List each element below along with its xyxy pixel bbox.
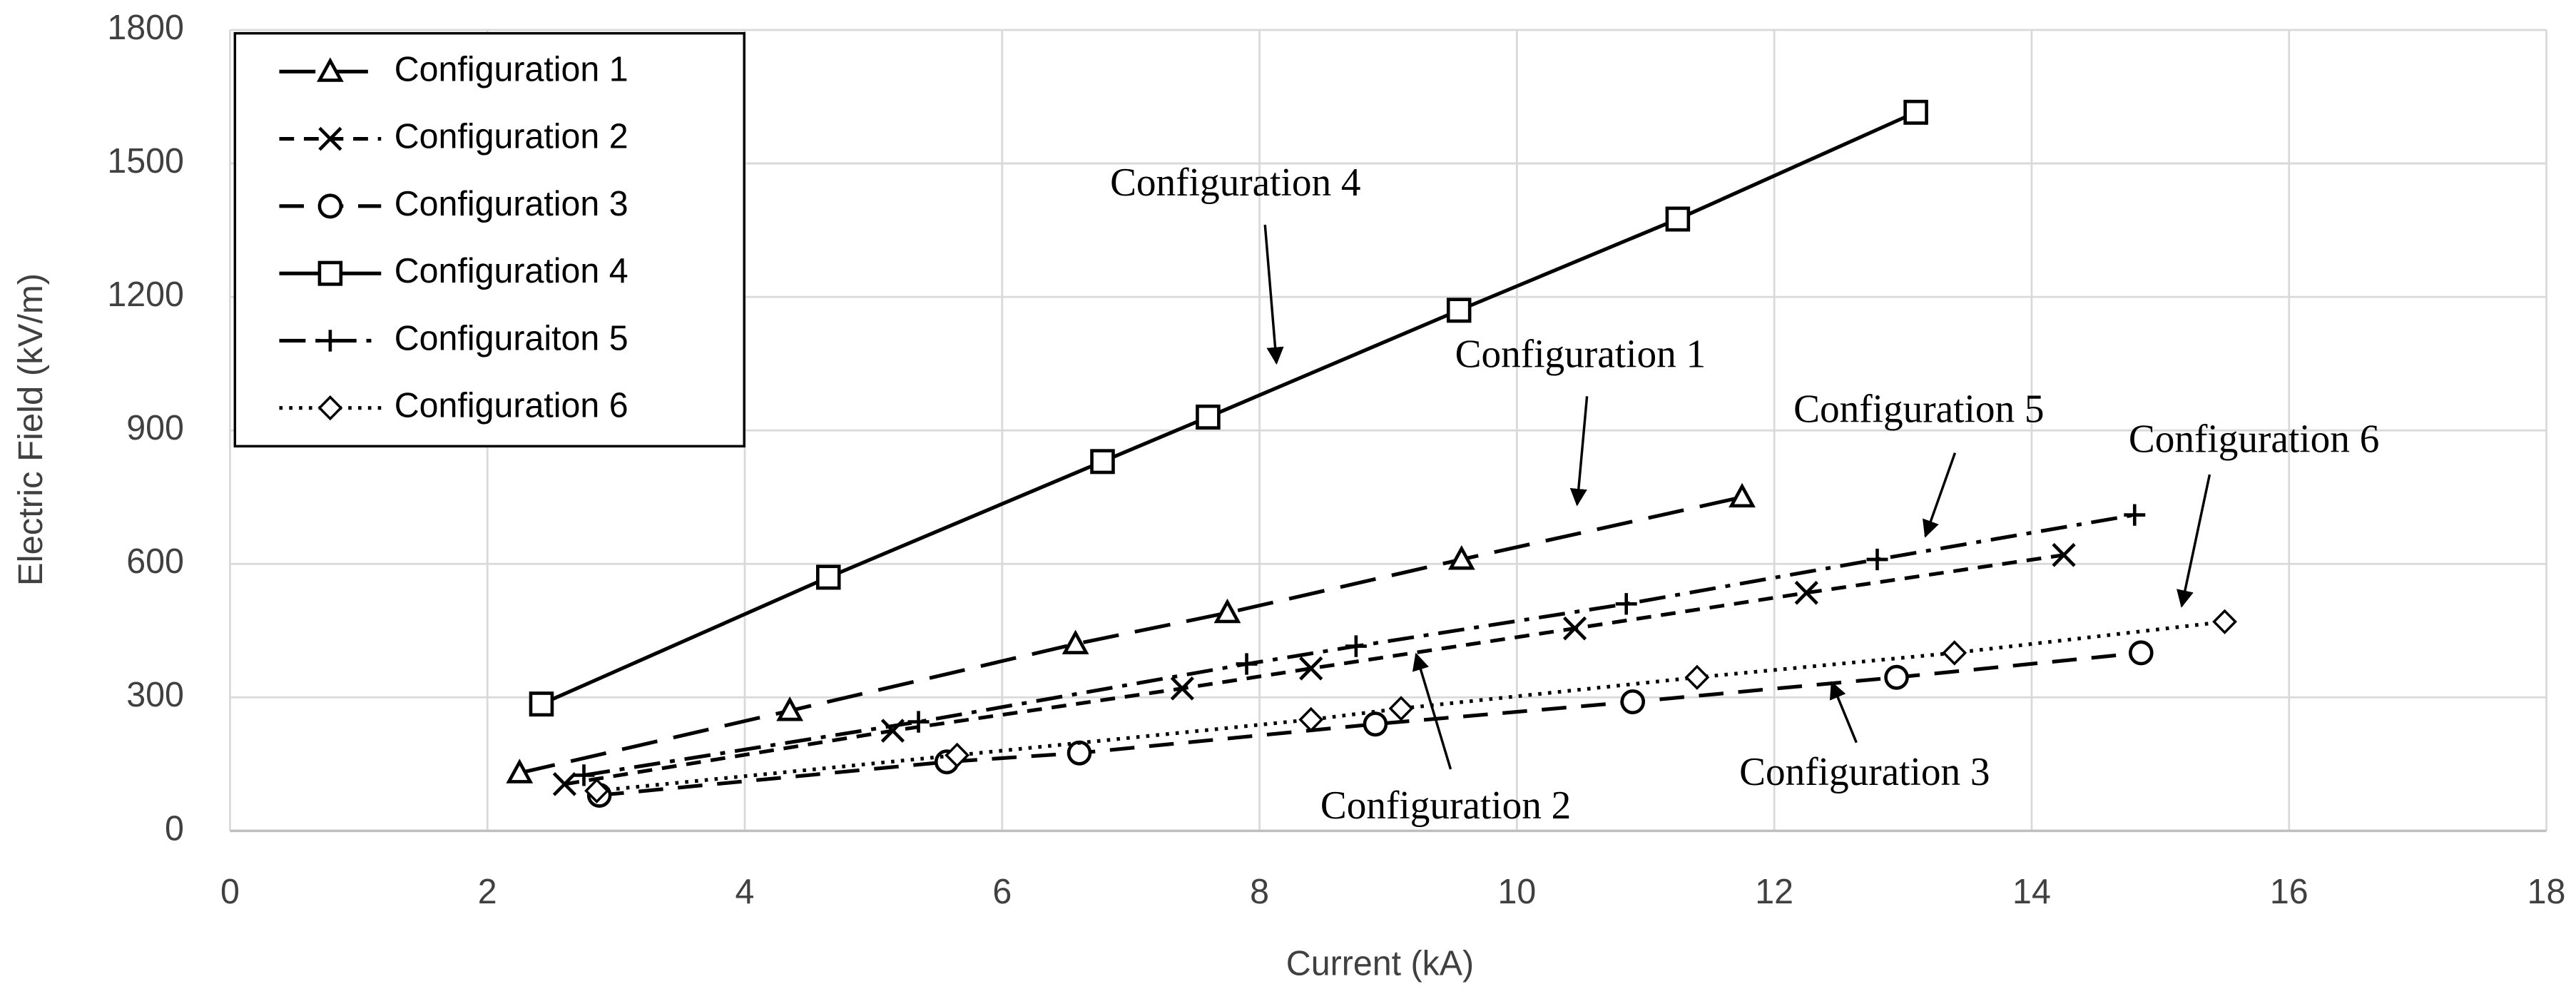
annotation: Configuration 3 [1739, 750, 1990, 794]
marker [317, 395, 343, 421]
marker [529, 691, 554, 717]
legend-label: Configuration 6 [394, 386, 628, 425]
marker [1665, 206, 1691, 232]
marker [2129, 640, 2154, 666]
legend-label: Configuration 3 [394, 185, 628, 223]
legend-label: Configuration 4 [394, 252, 628, 290]
marker [815, 564, 841, 590]
marker [1090, 449, 1115, 475]
x-tick-label: 18 [2527, 873, 2566, 911]
marker [1684, 664, 1710, 690]
legend-label: Configuraiton 5 [394, 319, 628, 357]
annotation-arrow [1923, 452, 1957, 538]
marker [573, 764, 595, 786]
marker [1345, 635, 1367, 657]
x-tick-label: 4 [735, 873, 755, 911]
marker [317, 57, 344, 82]
annotation-arrow [2177, 474, 2211, 608]
legend-label: Configuration 2 [394, 117, 628, 156]
legend-label: Configuration 1 [394, 50, 628, 88]
marker [2124, 504, 2146, 526]
plot [506, 99, 2237, 808]
legend: Configuration 1 Configuration 2 Configurat… [233, 31, 745, 448]
annotation: Configuration 2 [1320, 784, 1571, 828]
annotation: Configuration 5 [1793, 387, 2044, 431]
marker [776, 696, 804, 721]
y-tick-label: 600 [126, 542, 184, 581]
x-tick-label: 8 [1250, 873, 1269, 911]
x-tick-label: 0 [220, 873, 240, 911]
marker [1794, 580, 1818, 605]
marker [506, 759, 534, 784]
x-tick-label: 12 [1755, 873, 1793, 911]
marker [317, 193, 343, 219]
annotation-arrow [1412, 652, 1452, 770]
marker [1615, 593, 1637, 615]
x-axis-label: Current (kA) [1286, 944, 1474, 983]
marker [1196, 404, 1221, 430]
x-tick-label: 10 [1497, 873, 1536, 911]
marker [318, 126, 342, 151]
marker [1299, 656, 1323, 681]
marker [1213, 598, 1241, 624]
marker [1447, 545, 1475, 570]
marker [1866, 548, 1888, 571]
marker [552, 772, 577, 796]
legend-box [233, 31, 745, 448]
annotation-arrow [1569, 396, 1589, 507]
marker [1363, 711, 1388, 737]
annotation: Configuration 6 [2129, 417, 2379, 461]
y-tick-label: 1500 [107, 142, 184, 181]
y-tick-label: 300 [126, 676, 184, 714]
marker [1170, 676, 1194, 701]
y-tick-label: 1200 [107, 275, 184, 314]
marker [1062, 629, 1089, 654]
x-tick-label: 6 [992, 873, 1012, 911]
marker [319, 330, 341, 352]
marker [1729, 482, 1756, 508]
y-tick-label: 0 [165, 809, 184, 848]
y-tick-label: 1800 [107, 9, 184, 47]
marker [1903, 99, 1928, 125]
marker [2052, 542, 2076, 567]
marker [1942, 640, 1967, 666]
marker [1884, 664, 1909, 690]
marker [1066, 740, 1092, 766]
y-tick-label: 900 [126, 409, 184, 447]
marker [2212, 609, 2237, 634]
marker [1236, 653, 1258, 675]
marker [1298, 706, 1324, 733]
annotation-arrow [1263, 224, 1284, 365]
marker [1388, 696, 1414, 721]
annotation: Configuration 1 [1455, 332, 1706, 376]
annotation: Configuration 4 [1110, 161, 1360, 205]
marker [1620, 689, 1646, 715]
marker [584, 778, 609, 803]
x-tick-label: 14 [2012, 873, 2051, 911]
annotations: Configuration 4 Configuration 1 Configur… [1110, 161, 2379, 828]
marker [907, 711, 930, 733]
grid: 0 300 600 900 1200 1500 1800 0 2 4 6 8 10 12 14 16 18 [107, 9, 2565, 911]
y-axis-label: Electric Field (kV/m) [11, 273, 50, 586]
marker [1562, 616, 1587, 641]
x-tick-label: 2 [478, 873, 497, 911]
marker [945, 742, 970, 768]
marker [317, 260, 343, 286]
annotation-arrow [1829, 681, 1858, 744]
marker [1446, 298, 1472, 323]
series-line [519, 495, 1743, 775]
x-tick-label: 16 [2270, 873, 2308, 911]
